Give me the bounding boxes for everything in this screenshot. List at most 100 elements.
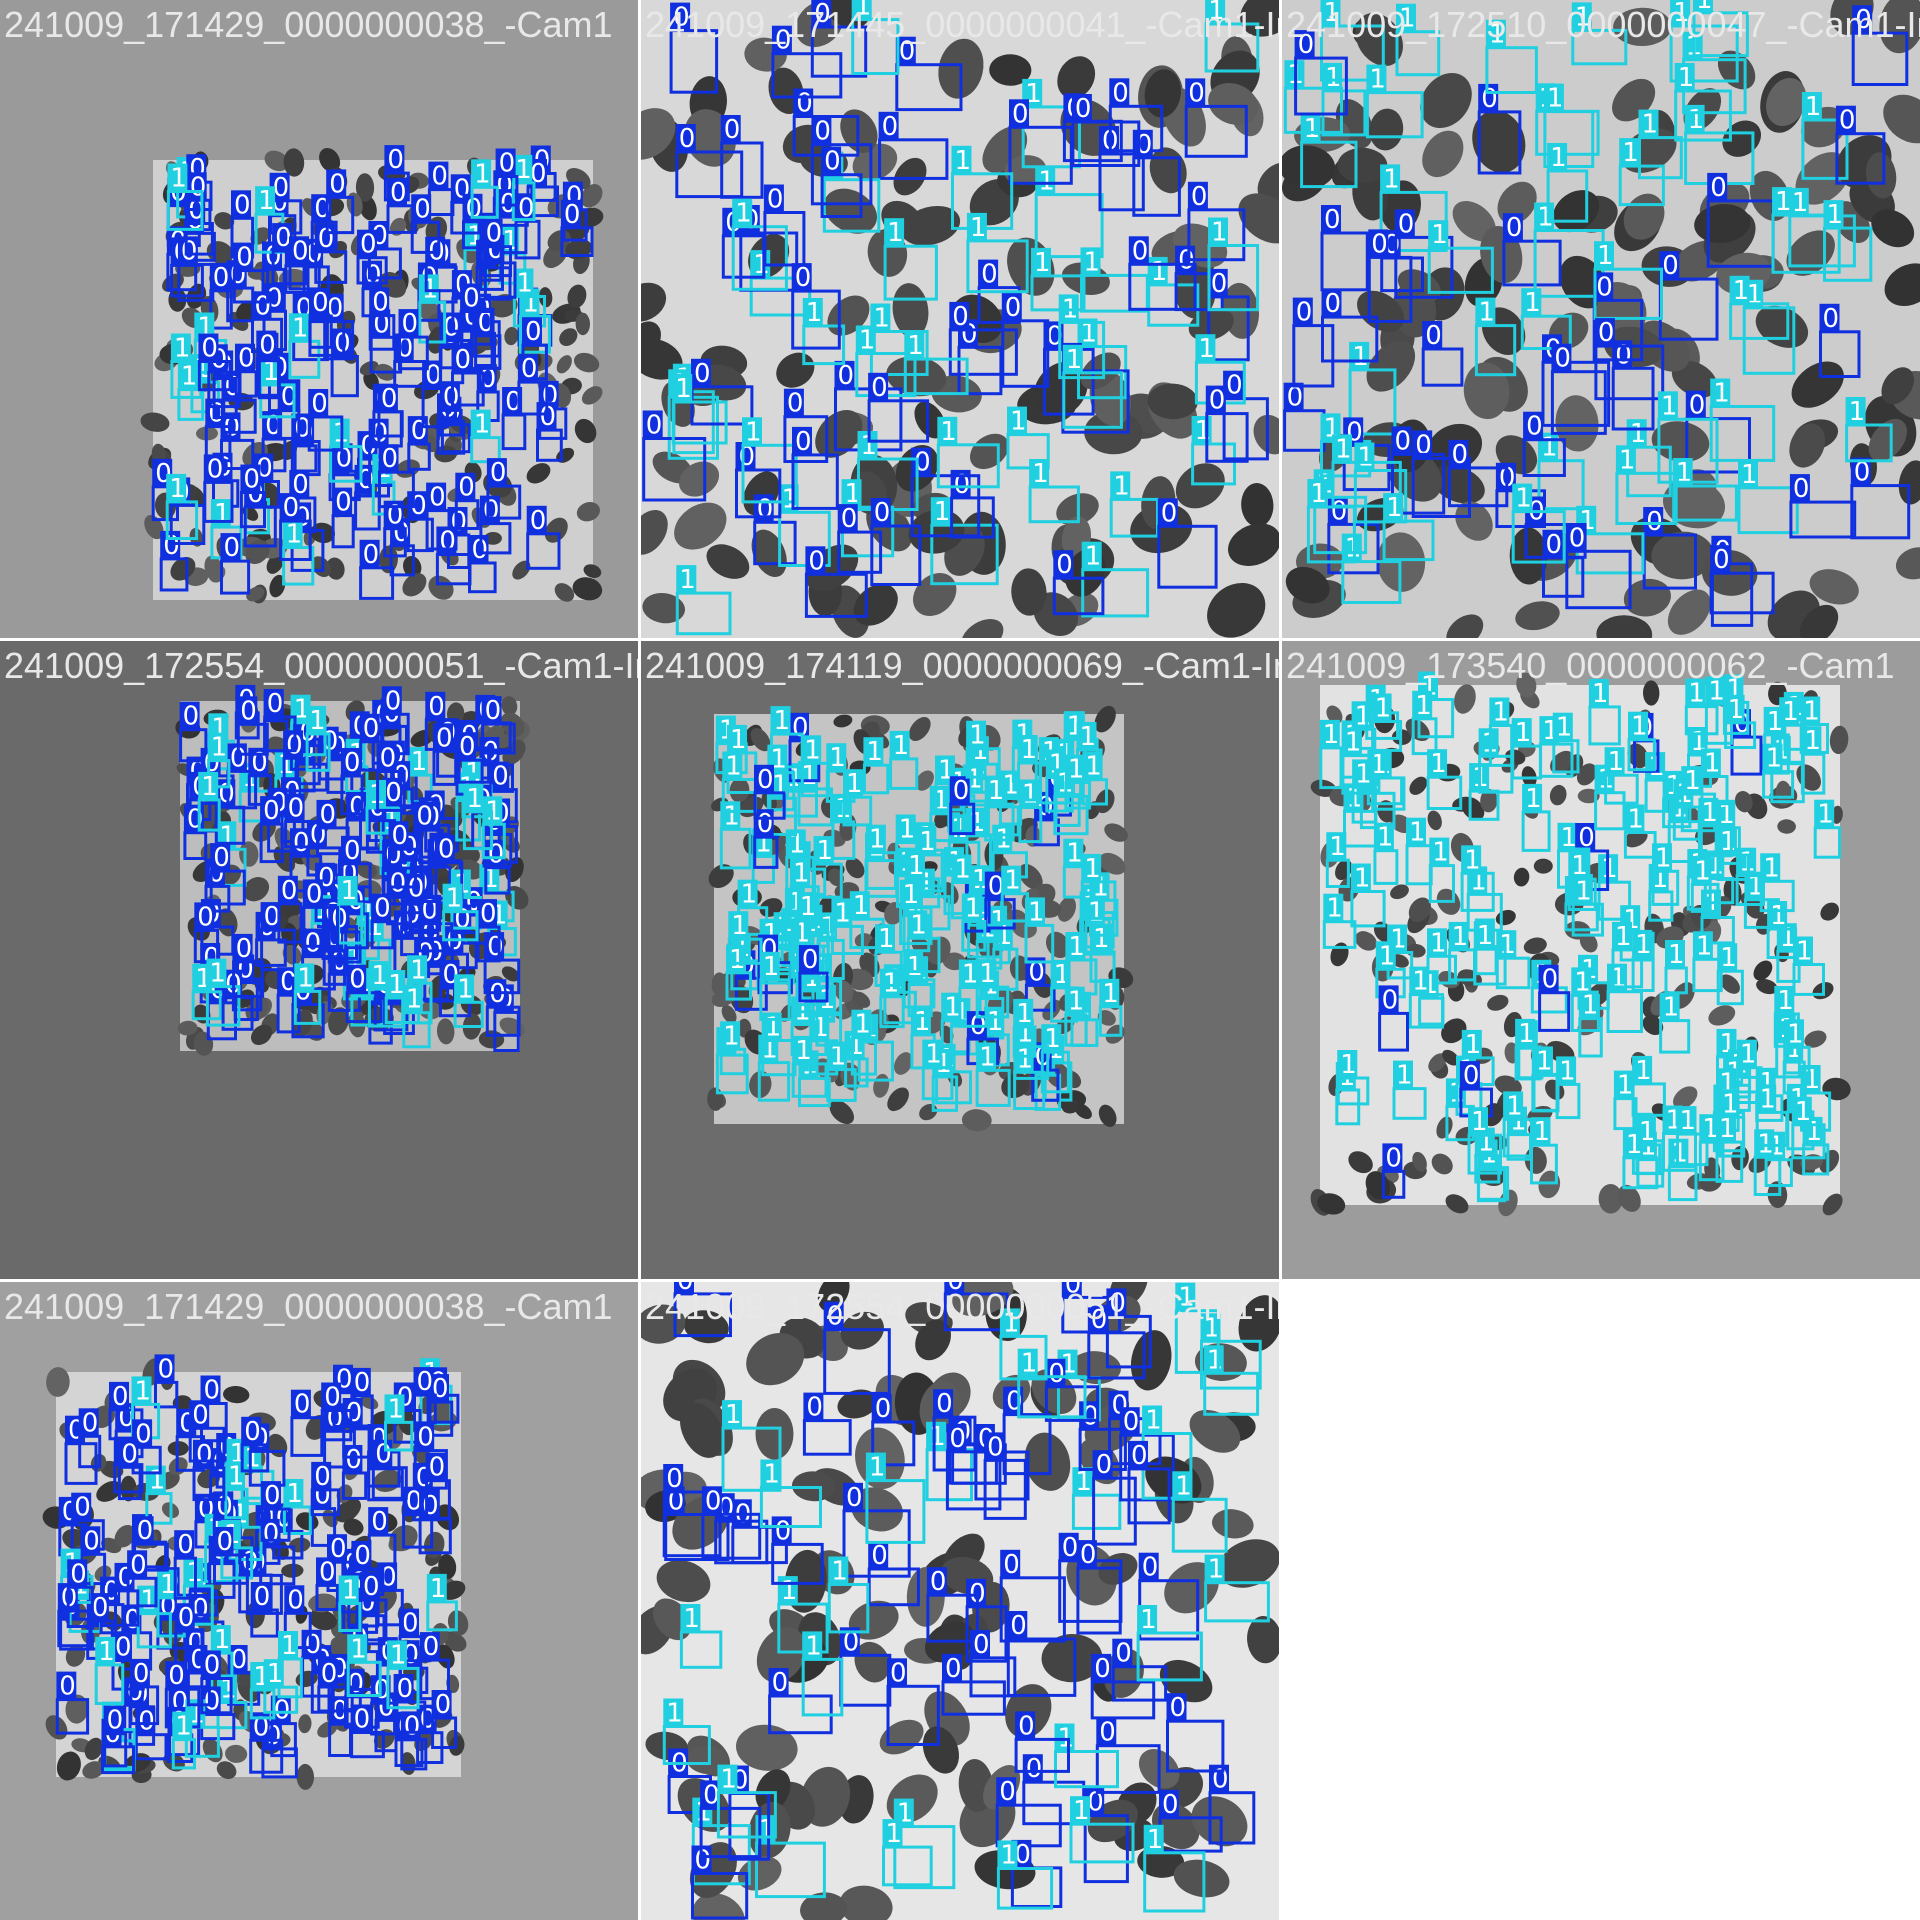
box-label-text: 0 — [243, 465, 260, 495]
box-label-bg — [792, 1035, 813, 1064]
detection-box-class-1: 1 — [1379, 164, 1448, 252]
box-label-bg — [1551, 343, 1572, 372]
box-label-text: 1 — [910, 910, 927, 940]
box-label-text: 1 — [1028, 897, 1045, 927]
box-label-text: 1 — [1671, 1139, 1688, 1169]
box-label-bg — [1800, 696, 1821, 725]
box-label-bg — [1489, 697, 1510, 726]
box-label-text: 1 — [446, 884, 463, 914]
box-label-text: 0 — [808, 546, 825, 576]
box-label-bg — [340, 748, 361, 776]
box-label-text: 1 — [1068, 987, 1085, 1017]
box-label-text: 0 — [429, 1453, 446, 1483]
detection-box-class-0: 0 — [310, 1461, 341, 1517]
box-label-text: 1 — [515, 155, 532, 185]
detection-box-class-1: 1 — [1382, 493, 1435, 562]
box-outline — [1394, 235, 1454, 299]
box-outline — [1395, 30, 1441, 77]
box-outline — [931, 1075, 959, 1112]
box-label-bg — [855, 325, 876, 354]
detection-box-class-0: 0 — [870, 498, 922, 586]
detection-box-class-1: 1 — [1771, 187, 1841, 274]
box-label-bg — [1615, 445, 1636, 474]
coffee-bean — [177, 1020, 198, 1036]
box-label-bg — [1676, 1106, 1697, 1135]
box-outline — [1001, 319, 1050, 388]
box-label-text: 1 — [1550, 143, 1567, 173]
box-label-bg — [306, 705, 327, 734]
detection-box-class-0: 0 — [66, 1559, 94, 1628]
detection-box-class-0: 0 — [226, 743, 258, 810]
coffee-bean — [246, 586, 265, 602]
box-label-bg — [753, 809, 774, 838]
box-label-bg — [1065, 932, 1086, 960]
detection-box-class-0: 0 — [315, 1557, 339, 1611]
detection-box-class-1: 1 — [1651, 843, 1680, 906]
box-outline — [1191, 442, 1236, 486]
coffee-bean — [1094, 705, 1116, 733]
box-label-text: 1 — [1676, 458, 1693, 488]
coffee-bean — [1175, 463, 1225, 509]
box-label-bg — [428, 161, 449, 190]
detection-box-class-1: 1 — [1473, 921, 1507, 986]
box-label-bg — [538, 380, 559, 409]
coffee-bean — [1799, 604, 1839, 638]
box-label-text: 0 — [679, 124, 696, 154]
box-label-text: 0 — [871, 1541, 888, 1571]
box-label-text: 1 — [169, 474, 186, 504]
box-outline — [771, 52, 843, 99]
box-label-bg — [366, 780, 386, 808]
box-label-text: 1 — [1208, 0, 1225, 26]
detection-box-class-1: 1 — [1674, 63, 1732, 142]
box-outline — [117, 1465, 142, 1501]
box-label-text: 1 — [258, 186, 275, 216]
detection-box-class-1: 1 — [1766, 901, 1798, 959]
box-outline — [1571, 28, 1628, 66]
box-label-text: 0 — [945, 1654, 962, 1684]
box-outline — [1709, 571, 1775, 615]
detection-box-class-1: 1 — [800, 735, 830, 798]
coffee-bean — [308, 1593, 337, 1613]
detection-box-class-1: 1 — [166, 163, 204, 231]
box-label-bg — [495, 148, 516, 177]
box-label-bg — [376, 743, 397, 772]
coffee-bean — [114, 1524, 136, 1548]
coffee-bean — [1057, 896, 1077, 922]
box-label-text: 0 — [775, 26, 792, 56]
box-outline — [1522, 438, 1566, 478]
box-label-text: 1 — [1515, 484, 1532, 514]
detection-box-class-1: 1 — [1667, 1138, 1698, 1202]
box-label-text: 0 — [1132, 236, 1149, 266]
box-label-bg — [1556, 1056, 1577, 1085]
box-label-text: 1 — [962, 960, 979, 990]
detection-box-class-1: 1 — [207, 732, 231, 789]
detection-box-class-0: 0 — [314, 223, 348, 284]
detection-box-class-1: 1 — [1080, 247, 1149, 313]
box-label-text: 0 — [787, 389, 804, 419]
detection-box-class-0: 0 — [536, 402, 563, 462]
box-outline — [791, 1062, 828, 1098]
box-outline — [1030, 274, 1086, 312]
box-label-bg — [965, 807, 986, 836]
detection-box-class-0: 0 — [1367, 229, 1413, 323]
box-label-text: 1 — [1782, 697, 1799, 727]
box-label-text: 0 — [345, 1445, 362, 1475]
coffee-bean — [1369, 108, 1404, 151]
box-label-text: 1 — [1733, 276, 1750, 306]
box-label-text: 0 — [487, 932, 504, 962]
box-label-text: 1 — [1536, 1046, 1553, 1076]
detection-box-class-1: 1 — [1426, 928, 1457, 985]
detection-box-class-1: 1 — [1813, 799, 1842, 859]
detection-box-class-1: 1 — [1392, 1060, 1427, 1120]
box-outline — [1320, 231, 1369, 292]
box-outline — [183, 831, 208, 860]
box-label-text: 1 — [292, 313, 309, 343]
detection-box-class-0: 0 — [325, 169, 355, 235]
box-label-text: 0 — [795, 427, 812, 457]
coffee-bean — [642, 592, 685, 624]
box-label-bg — [474, 307, 495, 336]
box-label-text: 1 — [1383, 164, 1400, 194]
box-label-bg — [1063, 838, 1084, 867]
box-outline — [1594, 791, 1626, 831]
detection-box-class-0: 0 — [236, 696, 269, 756]
